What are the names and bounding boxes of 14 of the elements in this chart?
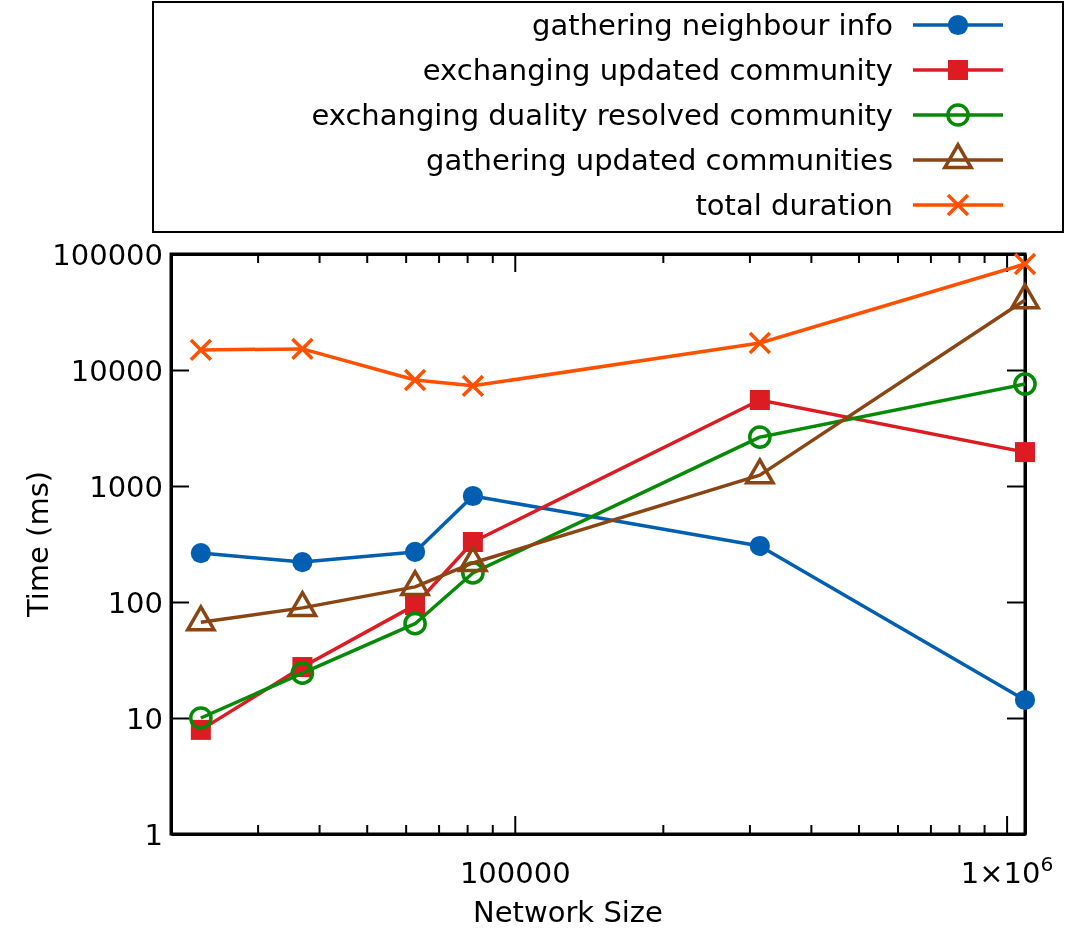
y-tick-label: 10000 — [70, 353, 163, 388]
y-tick-label: 10 — [126, 701, 163, 736]
y-tick-label: 100000 — [52, 237, 163, 272]
y-tick-label: 1 — [144, 817, 163, 852]
legend-label: exchanging updated community — [422, 53, 893, 88]
y-tick-label: 1000 — [89, 469, 163, 504]
y-axis-title: Time (ms) — [21, 470, 55, 619]
legend-label: gathering updated communities — [426, 143, 893, 178]
legend-label: gathering neighbour info — [532, 8, 893, 43]
x-axis-title: Network Size — [473, 895, 663, 929]
x-tick-label: 1×10$^{6}$ — [960, 851, 1054, 890]
y-tick-label: 100 — [107, 585, 163, 620]
legend-label: total duration — [695, 188, 893, 223]
legend-label: exchanging duality resolved community — [311, 98, 893, 133]
